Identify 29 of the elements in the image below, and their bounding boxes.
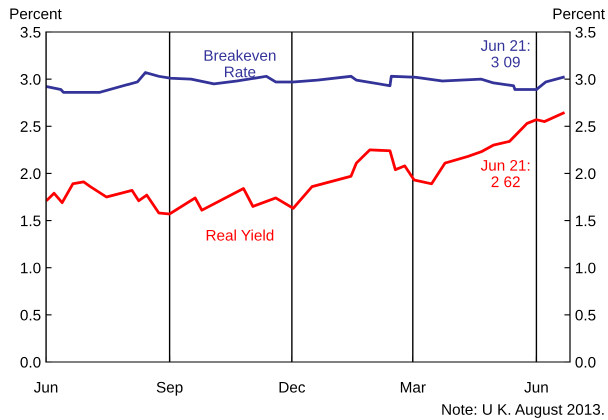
- annotation: Jun 21: 2 62: [480, 160, 530, 188]
- x-tick-label: Dec: [280, 382, 306, 393]
- y2-tick-label: 2.0: [576, 168, 596, 180]
- y2-tick-label: 3.0: [575, 74, 596, 85]
- series-label: Real Yield: [206, 229, 274, 241]
- y-tick-label: 1.5: [21, 216, 40, 226]
- y-tick-label: 2.0: [20, 168, 41, 180]
- line-series: [46, 112, 565, 216]
- y-tick-label: 0.5: [20, 310, 40, 321]
- text: Note: U K. August 2013.: [442, 404, 604, 418]
- y-tick-label: 2.5: [20, 121, 40, 132]
- y-tick-label: 1.0: [21, 262, 41, 274]
- annotation: Jun 21: 3 09: [480, 40, 530, 68]
- y2-tick-label: 2.5: [576, 121, 596, 132]
- y2-tick-label: 0.0: [575, 356, 596, 368]
- y-axis-title: Percent: [10, 8, 62, 20]
- y2-tick-label: 3.5: [575, 26, 596, 38]
- x-tick-label: Sep: [156, 382, 183, 396]
- y2-axis-title: Percent: [554, 8, 605, 20]
- y-tick-label: 3.0: [20, 74, 41, 85]
- x-tick-label: Mar: [400, 382, 426, 393]
- y2-tick-label: 1.5: [576, 216, 596, 226]
- series-label: Breakeven Rate: [204, 50, 276, 78]
- y2-tick-label: 1.0: [576, 262, 596, 274]
- y2-tick-label: 0.5: [575, 310, 596, 321]
- x-tick-label: Jun: [34, 382, 58, 393]
- x-tick-label: Jun: [524, 382, 548, 393]
- y-tick-label: 3.5: [20, 26, 40, 38]
- y-tick-label: 0.0: [20, 356, 41, 368]
